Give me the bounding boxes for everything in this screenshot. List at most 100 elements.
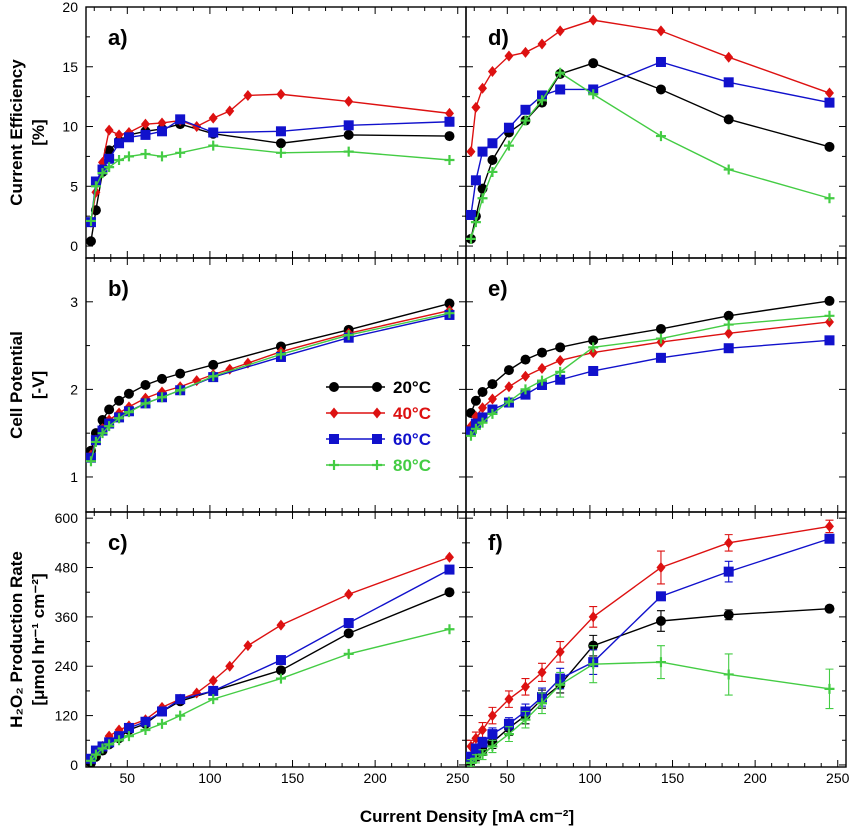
data-point <box>487 729 498 740</box>
data-point <box>208 359 219 370</box>
y-tick-label: 480 <box>55 560 79 576</box>
data-point <box>588 365 599 376</box>
data-point <box>588 611 598 623</box>
data-point <box>477 387 488 398</box>
data-point <box>243 640 253 652</box>
data-point <box>520 354 531 365</box>
data-point <box>90 436 101 447</box>
data-point <box>520 104 531 115</box>
y-tick-label: 15 <box>62 59 78 75</box>
panel-label: b) <box>108 276 129 301</box>
data-point <box>520 46 530 58</box>
data-point <box>824 295 835 306</box>
series-40C <box>466 519 834 754</box>
panel-label: a) <box>108 25 128 50</box>
data-point <box>504 381 514 393</box>
data-point <box>104 421 115 432</box>
y-axis-titles: Current Efficiency [%] Cell Potential [-V] H… <box>7 59 48 728</box>
data-point <box>503 718 514 729</box>
y-axis-title-line2: [-V] <box>29 371 48 399</box>
data-point <box>555 374 566 385</box>
data-point <box>723 164 734 175</box>
data-point <box>503 729 514 740</box>
data-point <box>86 456 96 467</box>
data-point <box>487 408 498 419</box>
y-tick-label: 1 <box>70 469 78 485</box>
legend-item: 20°C <box>326 378 431 397</box>
legend-label: 20°C <box>393 378 431 397</box>
legend-label: 80°C <box>393 456 431 475</box>
x-tick-label: 200 <box>743 770 767 786</box>
data-point <box>537 698 547 709</box>
data-point <box>824 97 835 108</box>
series-20C <box>466 603 835 766</box>
data-point <box>140 724 151 735</box>
data-point <box>90 181 101 192</box>
plot-area <box>86 298 455 467</box>
data-point <box>478 724 488 736</box>
data-point <box>723 566 734 577</box>
panel-frame <box>465 511 847 768</box>
legend-marker <box>372 407 382 419</box>
panel-f: 50 100 150 200 250 f) <box>465 511 850 786</box>
data-point <box>824 310 835 321</box>
x-tick-label: 100 <box>198 770 222 786</box>
data-point <box>225 660 235 672</box>
data-point <box>123 722 134 733</box>
data-point <box>344 95 354 107</box>
series-line <box>90 93 450 223</box>
data-point <box>114 735 125 746</box>
data-point <box>97 743 108 754</box>
data-point <box>275 349 286 360</box>
data-point <box>723 77 734 88</box>
data-point <box>444 154 455 165</box>
data-point <box>723 609 734 620</box>
data-point <box>208 140 219 151</box>
legend-label: 60°C <box>393 430 431 449</box>
data-point <box>175 710 186 721</box>
data-point <box>208 685 219 696</box>
y-tick-label: 20 <box>62 0 78 15</box>
y-tick-label: 360 <box>55 609 79 625</box>
data-point <box>140 716 151 727</box>
data-point <box>555 354 565 366</box>
data-point <box>123 407 134 418</box>
data-point <box>655 615 666 626</box>
series-80C <box>466 67 835 244</box>
data-point <box>275 655 286 666</box>
x-tick-label: 250 <box>826 770 850 786</box>
data-point <box>537 362 547 374</box>
data-point <box>466 751 476 762</box>
series-20C <box>466 295 835 419</box>
data-point <box>104 145 115 156</box>
data-point <box>520 714 531 725</box>
plot-area <box>466 519 835 767</box>
series-80C <box>466 645 835 767</box>
data-point <box>724 327 734 339</box>
data-point <box>114 138 125 149</box>
data-point <box>487 166 498 177</box>
data-point <box>470 743 481 754</box>
data-point <box>588 335 599 346</box>
plot-area <box>466 295 835 441</box>
legend-marker <box>372 382 382 392</box>
data-point <box>520 370 530 382</box>
data-point <box>824 193 835 204</box>
x-tick-label: 50 <box>120 770 136 786</box>
data-point <box>537 666 547 678</box>
data-point <box>157 392 167 403</box>
data-point <box>537 95 547 106</box>
panel-frame <box>465 257 847 513</box>
data-point <box>276 619 286 631</box>
data-point <box>504 693 514 705</box>
data-point <box>343 648 354 659</box>
y-tick-label: 0 <box>70 238 78 254</box>
legend-marker <box>329 460 339 470</box>
series-line <box>470 71 830 240</box>
data-point <box>477 412 488 423</box>
series-20C <box>86 587 455 767</box>
panel-e: e) <box>465 257 847 513</box>
data-point <box>175 368 186 379</box>
data-point <box>444 298 455 309</box>
data-point <box>477 417 488 428</box>
